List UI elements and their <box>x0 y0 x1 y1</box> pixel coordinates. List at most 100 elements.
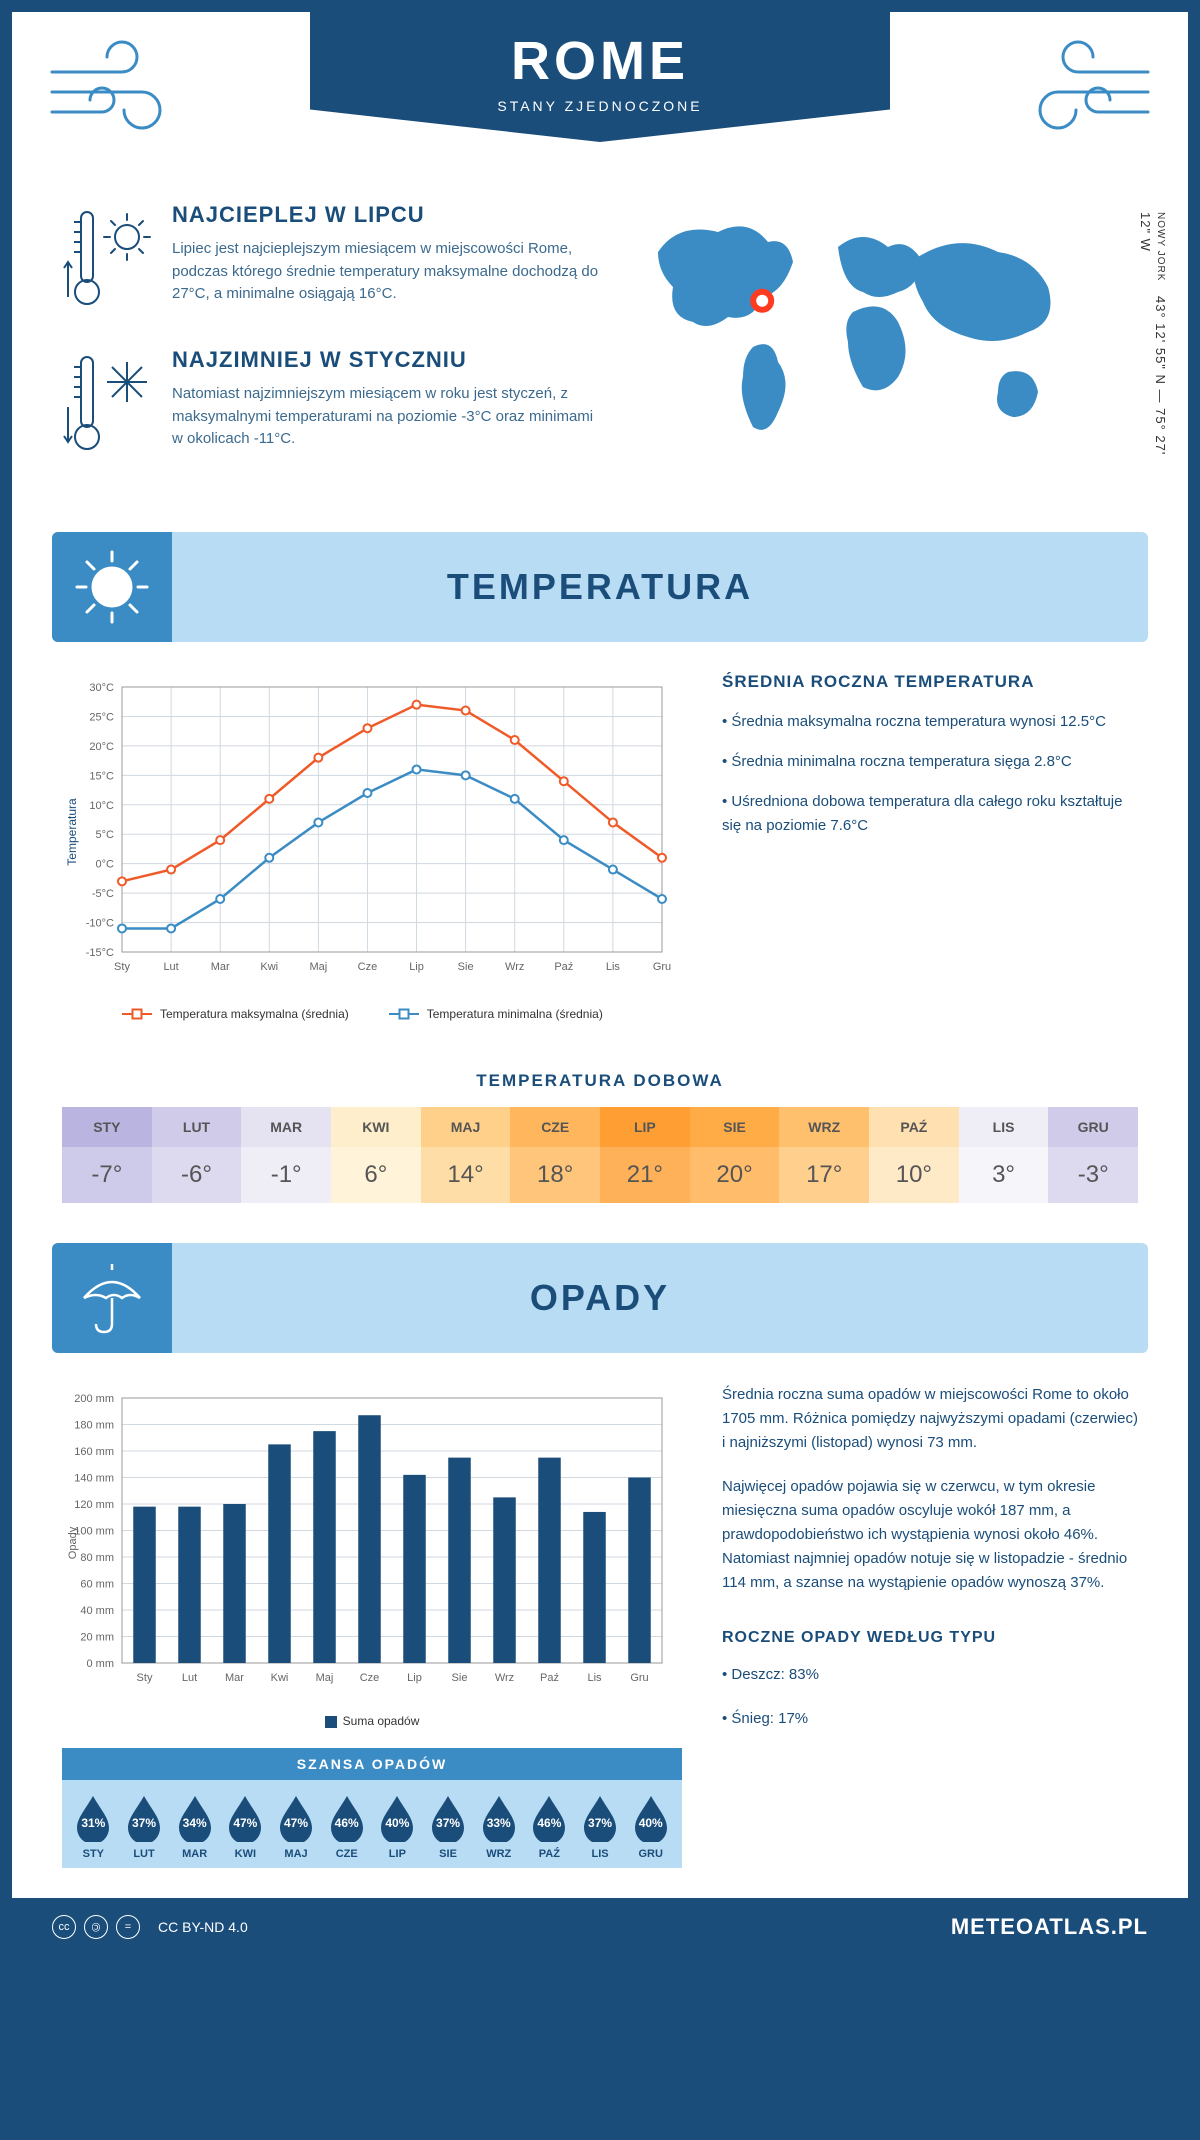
temperature-content: -15°C-10°C-5°C0°C5°C10°C15°C20°C25°C30°C… <box>12 642 1188 1051</box>
svg-text:Gru: Gru <box>630 1672 648 1684</box>
place-label: NOWY JORK <box>1155 212 1166 281</box>
svg-text:Lis: Lis <box>587 1672 602 1684</box>
wind-icon-left <box>42 32 182 154</box>
svg-text:140 mm: 140 mm <box>74 1473 114 1485</box>
temperature-title: TEMPERATURA <box>447 566 753 608</box>
svg-text:Gru: Gru <box>653 961 671 973</box>
footer: cc 🄯 = CC BY-ND 4.0 METEOATLAS.PL <box>12 1898 1188 1956</box>
precipitation-title: OPADY <box>530 1277 670 1319</box>
daily-cell: PAŹ10° <box>869 1107 959 1203</box>
world-map <box>638 202 1098 462</box>
svg-text:15°C: 15°C <box>89 770 114 782</box>
svg-text:Maj: Maj <box>309 961 327 973</box>
svg-text:5°C: 5°C <box>96 829 115 841</box>
svg-text:Sty: Sty <box>114 961 130 973</box>
page: ROME STANY ZJEDNOCZONE NAJCIEPLEJ W LIPC… <box>0 0 1200 1968</box>
umbrella-icon <box>52 1243 172 1353</box>
daily-cell: MAR-1° <box>241 1107 331 1203</box>
temperature-section-header: TEMPERATURA <box>52 532 1148 642</box>
svg-text:120 mm: 120 mm <box>74 1499 114 1511</box>
chance-cell: 46%CZE <box>321 1794 372 1860</box>
svg-text:25°C: 25°C <box>89 711 114 723</box>
svg-text:Wrz: Wrz <box>505 961 524 973</box>
daily-cell: GRU-3° <box>1048 1107 1138 1203</box>
bar-legend-label: Suma opadów <box>343 1714 420 1728</box>
svg-text:Sty: Sty <box>137 1672 153 1684</box>
header: ROME STANY ZJEDNOCZONE <box>12 12 1188 192</box>
legend-max-label: Temperatura maksymalna (średnia) <box>160 1007 349 1021</box>
svg-text:Paź: Paź <box>554 961 573 973</box>
svg-text:Kwi: Kwi <box>260 961 278 973</box>
daily-cell: STY-7° <box>62 1107 152 1203</box>
svg-text:100 mm: 100 mm <box>74 1526 114 1538</box>
chance-cell: 46%PAŹ <box>524 1794 575 1860</box>
chance-cell: 31%STY <box>68 1794 119 1860</box>
daily-cell: LUT-6° <box>152 1107 242 1203</box>
coldest-block: NAJZIMNIEJ W STYCZNIU Natomiast najzimni… <box>62 347 608 462</box>
temperature-summary: ŚREDNIA ROCZNA TEMPERATURA • Średnia mak… <box>722 672 1138 1021</box>
temp-bullet-1: • Średnia maksymalna roczna temperatura … <box>722 710 1138 734</box>
precip-type-title: ROCZNE OPADY WEDŁUG TYPU <box>722 1625 1138 1651</box>
coordinates-label: NOWY JORK 43° 12' 55" N — 75° 27' 12" W <box>1138 212 1168 472</box>
daily-cell: LIP21° <box>600 1107 690 1203</box>
svg-text:Lut: Lut <box>163 961 178 973</box>
svg-text:Mar: Mar <box>225 1672 244 1684</box>
svg-text:200 mm: 200 mm <box>74 1393 114 1405</box>
precipitation-chance-box: SZANSA OPADÓW 31%STY37%LUT34%MAR47%KWI47… <box>62 1748 682 1868</box>
coldest-text: Natomiast najzimniejszym miesiącem w rok… <box>172 383 608 451</box>
wind-icon-right <box>1018 32 1158 154</box>
svg-text:Opady: Opady <box>67 1526 79 1559</box>
chance-cell: 47%MAJ <box>271 1794 322 1860</box>
chance-cell: 37%LIS <box>575 1794 626 1860</box>
daily-cell: SIE20° <box>690 1107 780 1203</box>
svg-text:-5°C: -5°C <box>92 888 114 900</box>
license-text: CC BY-ND 4.0 <box>158 1919 248 1935</box>
temp-summary-title: ŚREDNIA ROCZNA TEMPERATURA <box>722 672 1138 692</box>
svg-text:180 mm: 180 mm <box>74 1420 114 1432</box>
chance-cell: 37%SIE <box>423 1794 474 1860</box>
temp-bullet-3: • Uśredniona dobowa temperatura dla całe… <box>722 790 1138 838</box>
sun-icon <box>52 532 172 642</box>
city-title: ROME <box>310 30 890 92</box>
daily-temp-title: TEMPERATURA DOBOWA <box>12 1071 1188 1091</box>
warmest-title: NAJCIEPLEJ W LIPCU <box>172 202 608 228</box>
svg-text:160 mm: 160 mm <box>74 1446 114 1458</box>
chance-cell: 37%LUT <box>119 1794 170 1860</box>
svg-text:Lut: Lut <box>182 1672 197 1684</box>
daily-cell: LIS3° <box>959 1107 1049 1203</box>
daily-cell: MAJ14° <box>421 1107 511 1203</box>
bar-legend: Suma opadów <box>62 1714 682 1728</box>
svg-text:40 mm: 40 mm <box>80 1605 114 1617</box>
precip-rain: • Deszcz: 83% <box>722 1663 1138 1687</box>
license-block: cc 🄯 = CC BY-ND 4.0 <box>52 1915 248 1939</box>
thermometer-sun-icon <box>62 202 152 317</box>
svg-text:20 mm: 20 mm <box>80 1632 114 1644</box>
svg-text:Cze: Cze <box>358 961 378 973</box>
svg-text:0°C: 0°C <box>96 859 115 871</box>
chance-title: SZANSA OPADÓW <box>62 1748 682 1780</box>
svg-text:Temperatura: Temperatura <box>65 798 79 866</box>
svg-text:Mar: Mar <box>211 961 230 973</box>
chance-cell: 40%LIP <box>372 1794 423 1860</box>
svg-text:-15°C: -15°C <box>86 947 114 959</box>
nd-icon: = <box>116 1915 140 1939</box>
svg-text:80 mm: 80 mm <box>80 1552 114 1564</box>
svg-text:Lis: Lis <box>606 961 621 973</box>
precipitation-section-header: OPADY <box>52 1243 1148 1353</box>
chance-cell: 47%KWI <box>220 1794 271 1860</box>
daily-temperature-table: STY-7°LUT-6°MAR-1°KWI6°MAJ14°CZE18°LIP21… <box>62 1107 1138 1203</box>
svg-text:-10°C: -10°C <box>86 918 114 930</box>
svg-text:Maj: Maj <box>316 1672 334 1684</box>
title-banner: ROME STANY ZJEDNOCZONE <box>310 12 890 142</box>
svg-text:Kwi: Kwi <box>271 1672 289 1684</box>
precipitation-summary: Średnia roczna suma opadów w miejscowośc… <box>722 1383 1138 1868</box>
daily-cell: CZE18° <box>510 1107 600 1203</box>
precip-snow: • Śnieg: 17% <box>722 1707 1138 1731</box>
svg-text:Cze: Cze <box>360 1672 380 1684</box>
warmest-text: Lipiec jest najcieplejszym miesiącem w m… <box>172 238 608 306</box>
cc-icon: cc <box>52 1915 76 1939</box>
daily-cell: KWI6° <box>331 1107 421 1203</box>
temperature-line-chart: -15°C-10°C-5°C0°C5°C10°C15°C20°C25°C30°C… <box>62 672 682 1021</box>
svg-text:20°C: 20°C <box>89 741 114 753</box>
chance-cell: 40%GRU <box>625 1794 676 1860</box>
